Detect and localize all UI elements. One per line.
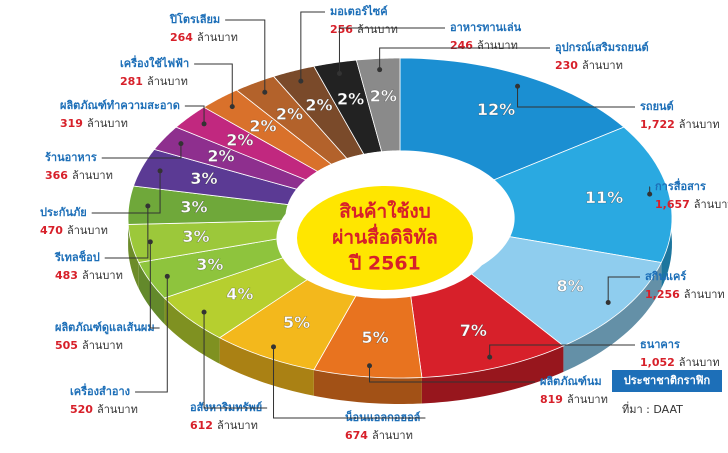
value-label: 2% [276, 105, 303, 124]
amount-label: 1,256 [645, 288, 680, 301]
unit-label: ล้านบาท [694, 198, 728, 211]
leader-dot [337, 71, 342, 76]
amount-label: 281 [120, 75, 143, 88]
value-label: 2% [249, 116, 276, 135]
amount-label: 319 [60, 117, 83, 130]
category-label: เครื่องสำอาง [70, 383, 130, 398]
category-label: ผลิตภัณฑ์ดูแลเส้นผม [55, 321, 155, 335]
unit-label: ล้านบาท [684, 288, 725, 301]
category-label: รถยนต์ [640, 100, 674, 113]
amount-label: 483 [55, 269, 78, 282]
source: ที่มา : DAAT [622, 401, 683, 416]
value-label: 3% [180, 198, 207, 217]
category-label: การสื่อสาร [655, 178, 706, 193]
unit-label: ล้านบาท [72, 169, 113, 182]
unit-label: ล้านบาท [197, 31, 238, 44]
leader-dot [262, 90, 267, 95]
unit-label: ล้านบาท [82, 269, 123, 282]
unit-label: ล้านบาท [97, 403, 138, 416]
value-label: 8% [557, 277, 584, 296]
leader-dot [377, 67, 382, 72]
category-label: รีเทลช็อป [54, 250, 100, 264]
category-label: ปิโตรเลียม [169, 12, 220, 26]
leader-dot [165, 274, 170, 279]
value-label: 3% [196, 255, 223, 274]
leader-dot [178, 141, 183, 146]
value-label: 2% [337, 89, 364, 108]
unit-label: ล้านบาท [372, 429, 413, 442]
category-label: เครื่องใช้ไฟฟ้า [120, 55, 189, 70]
amount-label: 1,657 [655, 198, 690, 211]
amount-label: 246 [450, 39, 473, 52]
unit-label: ล้านบาท [679, 356, 720, 369]
leader-dot [148, 239, 153, 244]
unit-label: ล้านบาท [217, 419, 258, 432]
amount-label: 505 [55, 339, 78, 352]
unit-label: ล้านบาท [357, 23, 398, 36]
category-label: น็อนแอลกอฮอล์ [345, 410, 421, 424]
category-label: อุปกรณ์เสริมรถยนต์ [555, 41, 649, 55]
category-label: ผลิตภัณฑ์ทำความสะอาด [60, 99, 180, 112]
leader-dot [202, 121, 207, 126]
amount-label: 612 [190, 419, 213, 432]
leader-dot [487, 355, 492, 360]
center-title: ผ่านสื่อดิจิทัล [332, 224, 437, 249]
value-label: 3% [190, 169, 217, 188]
category-label: ร้านอาหาร [45, 151, 97, 164]
category-label: ผลิตภัณฑ์นม [540, 375, 602, 388]
unit-label: ล้านบาท [67, 224, 108, 237]
category-label: สกินแคร์ [645, 270, 686, 283]
unit-label: ล้านบาท [147, 75, 188, 88]
brand: ประชาชาติกราฟิก [624, 374, 711, 387]
category-label: ธนาคาร [640, 338, 680, 351]
leader-dot [367, 363, 372, 368]
category-label: มอเตอร์ไซค์ [330, 4, 388, 18]
amount-label: 1,052 [640, 356, 675, 369]
value-label: 5% [361, 328, 388, 347]
unit-label: ล้านบาท [87, 117, 128, 130]
unit-label: ล้านบาท [582, 59, 623, 72]
leader-dot [298, 79, 303, 84]
leader-dot [271, 344, 276, 349]
category-label: อาหารทานเล่น [450, 21, 522, 34]
leader-dot [145, 204, 150, 209]
amount-label: 470 [40, 224, 63, 237]
value-label: 5% [283, 313, 310, 332]
value-label: 7% [460, 321, 487, 340]
leader-dot [202, 310, 207, 315]
amount-label: 230 [555, 59, 578, 72]
amount-label: 520 [70, 403, 93, 416]
value-label: 3% [182, 227, 209, 246]
value-label: 2% [305, 96, 332, 115]
unit-label: ล้านบาท [679, 118, 720, 131]
amount-label: 256 [330, 23, 353, 36]
center-title: สินค้าใช้งบ [339, 200, 430, 223]
amount-label: 819 [540, 393, 563, 406]
leader-dot [515, 84, 520, 89]
amount-label: 366 [45, 169, 68, 182]
amount-label: 264 [170, 31, 193, 44]
value-label: 4% [226, 284, 253, 303]
value-label: 11% [585, 188, 623, 207]
amount-label: 674 [345, 429, 368, 442]
leader-dot [606, 300, 611, 305]
center-title: ปี 2561 [348, 253, 420, 275]
value-label: 12% [477, 100, 515, 119]
amount-label: 1,722 [640, 118, 675, 131]
unit-label: ล้านบาท [477, 39, 518, 52]
leader-dot [230, 104, 235, 109]
unit-label: ล้านบาท [82, 339, 123, 352]
category-label: ประกันภัย [40, 206, 87, 219]
value-label: 2% [370, 86, 397, 105]
leader-dot [647, 192, 652, 197]
leader-dot [158, 168, 163, 173]
unit-label: ล้านบาท [567, 393, 608, 406]
